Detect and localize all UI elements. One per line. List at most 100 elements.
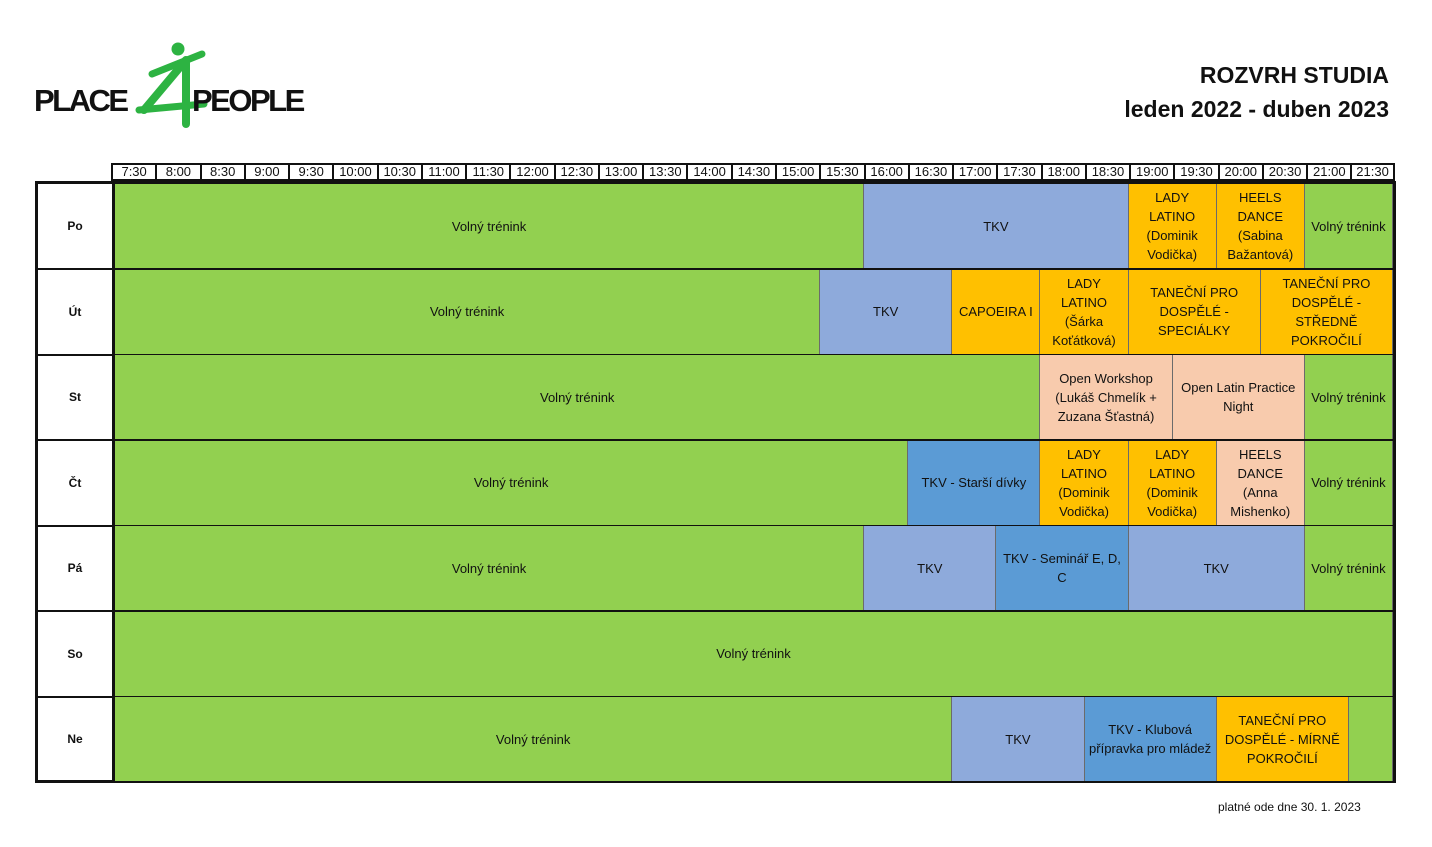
schedule-slot: HEELS DANCE (Sabina Bažantová) <box>1216 184 1305 268</box>
time-header-cell: 12:30 <box>553 163 598 181</box>
schedule-row-day-wednesday: St Volný trénink Open Workshop (Lukáš Chme… <box>38 355 1393 441</box>
schedule-slot: LADY LATINO (Dominik Vodička) <box>1040 440 1129 525</box>
time-header-cell: 16:30 <box>907 163 953 181</box>
slot-label: TKV <box>1203 560 1229 576</box>
slot-label: Volný trénink <box>451 560 527 576</box>
logo-people-text: PEOPLE <box>192 83 305 118</box>
slot-label: TANEČNÍ PRO DOSPĚLÉ - SPECIÁLKY <box>1150 285 1239 338</box>
slot-label: Volný trénink <box>495 731 571 747</box>
slot-label: HEELS DANCE (Sabina Bažantová) <box>1227 190 1294 262</box>
time-header-cell: 13:30 <box>642 163 687 181</box>
time-header-cell: 11:30 <box>465 163 510 181</box>
schedule-slot: HEELS DANCE (Anna Mishenko) <box>1216 440 1305 525</box>
time-header-cell: 21:00 <box>1306 163 1351 181</box>
time-header-cell: 8:00 <box>155 163 200 181</box>
time-header-cell: 20:30 <box>1261 163 1307 181</box>
time-header-cell: 18:00 <box>1040 163 1085 181</box>
slot-label: TANEČNÍ PRO DOSPĚLÉ - MÍRNĚ POKROČILÍ <box>1224 712 1340 766</box>
time-header-cell: 17:00 <box>952 163 997 181</box>
row-divider <box>38 268 1393 270</box>
schedule-slot: Volný trénink <box>1304 355 1393 439</box>
schedule-row-day-monday: Po Volný trénink TKV LADY LATINO (Dominik V… <box>38 184 1393 270</box>
day-label: Ne <box>38 697 115 781</box>
schedule-slot: Volný trénink <box>1304 184 1393 268</box>
schedule-row-day-thursday: Čt Volný trénink TKV - Starší dívky LADY LA… <box>38 440 1393 527</box>
schedule-slot: TANEČNÍ PRO DOSPĚLÉ - STŘEDNĚ POKROČILÍ <box>1260 269 1393 354</box>
schedule-row-day-tuesday: Út Volný trénink TKV CAPOEIRA I LADY LATINO … <box>38 269 1393 356</box>
schedule-row-day-friday: Pá Volný trénink TKV TKV - Seminář E, D, C T… <box>38 526 1393 612</box>
schedule-slot: LADY LATINO (Šárka Koťátková) <box>1040 269 1129 354</box>
slot-label: Volný trénink <box>1311 475 1386 490</box>
time-header-cell: 15:30 <box>819 163 864 181</box>
slot-label: TKV <box>873 304 899 319</box>
title-block: ROZVRH STUDIA leden 2022 - duben 2023 <box>1124 58 1389 126</box>
time-header-cell: 8:30 <box>199 163 244 181</box>
schedule-slot: TKV - Seminář E, D, C <box>996 526 1129 610</box>
row-divider <box>38 610 1393 612</box>
schedule-grid: Po Volný trénink TKV LADY LATINO (Dominik V… <box>35 181 1396 783</box>
slot-label: TKV - Starší dívky <box>921 475 1027 490</box>
validity-note: platné ode dne 30. 1. 2023 <box>1218 800 1361 814</box>
row-divider <box>38 695 1393 698</box>
time-header-cell: 9:00 <box>243 163 289 181</box>
day-label: Pá <box>38 526 115 610</box>
schedule-slot: Open Workshop (Lukáš Chmelík + Zuzana Šť… <box>1040 355 1173 439</box>
schedule-slot: Volný trénink <box>1304 526 1393 610</box>
page-subtitle: leden 2022 - duben 2023 <box>1124 96 1389 122</box>
time-header-cell: 10:30 <box>376 163 421 181</box>
slot-label: LADY LATINO (Dominik Vodička) <box>1146 190 1198 262</box>
schedule-slot: Open Latin Practice Night <box>1172 355 1305 439</box>
slot-label: Open Workshop (Lukáš Chmelík + Zuzana Šť… <box>1055 370 1157 424</box>
time-header-cell: 16:00 <box>863 163 908 181</box>
day-label: Po <box>38 184 115 268</box>
time-header-cell: 20:00 <box>1217 163 1262 181</box>
logo-place-text: PLACE <box>34 83 129 118</box>
time-header-cell: 13:00 <box>597 163 643 181</box>
time-header-cell: 10:00 <box>332 163 377 181</box>
schedule-slot <box>1348 697 1393 781</box>
slot-label: LADY LATINO (Dominik Vodička) <box>1058 446 1110 519</box>
schedule-slot: Volný trénink <box>115 440 909 525</box>
time-header-cell: 19:00 <box>1129 163 1174 181</box>
row-divider <box>38 439 1393 441</box>
slot-label: TKV - Klubová přípravka pro mládež <box>1089 722 1212 756</box>
time-header-cell: 21:30 <box>1350 163 1395 181</box>
schedule-slot: Volný trénink <box>115 611 1393 696</box>
time-header-cell: 9:30 <box>288 163 333 181</box>
time-header-cell: 17:30 <box>996 163 1041 181</box>
time-header-cell: 19:30 <box>1173 163 1218 181</box>
day-label: Út <box>38 269 115 354</box>
schedule-slot: TKV - Starší dívky <box>908 440 1041 525</box>
slot-label: Volný trénink <box>473 475 549 490</box>
time-header-cell: 18:30 <box>1084 163 1130 181</box>
slot-label: TKV <box>1005 731 1031 747</box>
schedule-slot: Volný trénink <box>115 355 1041 439</box>
schedule-slot: TKV <box>1128 526 1305 610</box>
schedule-slot: TANEČNÍ PRO DOSPĚLÉ - SPECIÁLKY <box>1128 269 1261 354</box>
logo: PLACE PEOPLE <box>34 40 324 132</box>
schedule-slot: Volný trénink <box>1304 440 1393 525</box>
schedule-slot: Volný trénink <box>115 184 865 268</box>
page-title: ROZVRH STUDIA <box>1199 62 1389 88</box>
dancer-icon <box>135 42 208 128</box>
slot-label: TKV <box>917 560 943 576</box>
slot-label: Volný trénink <box>1311 389 1386 405</box>
row-divider <box>38 524 1393 527</box>
day-label: Čt <box>38 440 115 525</box>
slot-label: LADY LATINO (Šárka Koťátková) <box>1052 275 1116 348</box>
slot-label: LADY LATINO (Dominik Vodička) <box>1146 446 1198 519</box>
schedule-slot: Volný trénink <box>115 526 865 610</box>
slot-label: HEELS DANCE (Anna Mishenko) <box>1230 446 1291 519</box>
slot-label: Volný trénink <box>540 389 615 405</box>
schedule-slot: Volný trénink <box>115 697 953 781</box>
slot-label: CAPOEIRA I <box>959 304 1033 319</box>
slot-label: Volný trénink <box>1311 560 1386 576</box>
time-header: 7:30 8:00 8:30 9:00 9:30 10:00 10:30 11:00 11:30… <box>111 163 1395 181</box>
schedule-slot: Volný trénink <box>115 269 821 354</box>
slot-label: TKV <box>983 218 1009 234</box>
slot-label: Volný trénink <box>716 646 791 661</box>
time-header-cell: 14:00 <box>686 163 731 181</box>
slot-label: Volný trénink <box>1311 218 1386 234</box>
schedule-slot: TKV <box>864 526 997 610</box>
schedule-slot: LADY LATINO (Dominik Vodička) <box>1128 184 1217 268</box>
